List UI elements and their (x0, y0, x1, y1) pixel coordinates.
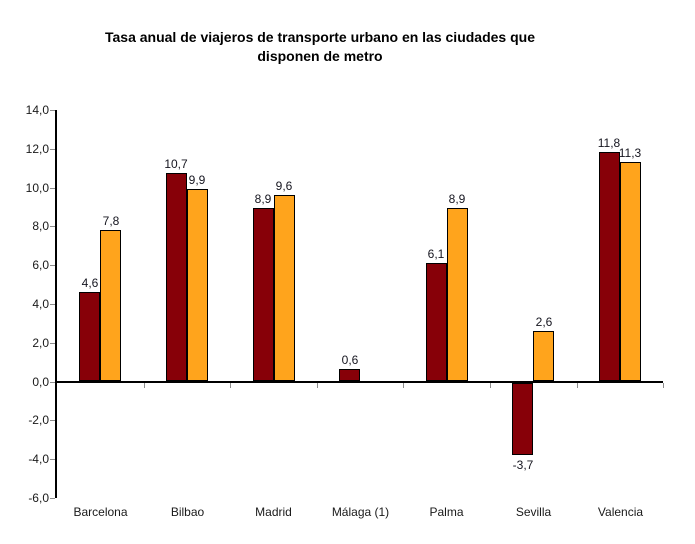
bar-serie-rojo-oscuro-Málaga (1) (339, 369, 360, 381)
x-axis-tick (490, 383, 491, 388)
x-axis-label: Madrid (255, 505, 292, 519)
value-label: 0,6 (341, 353, 359, 367)
y-axis-tick (50, 304, 55, 305)
x-axis-tick (403, 383, 404, 388)
y-axis-label: 6,0 (32, 258, 49, 272)
chart-title-line2: disponen de metro (257, 48, 383, 64)
bar-serie-rojo-oscuro-Madrid (253, 208, 274, 381)
value-label: -3,7 (512, 458, 534, 472)
y-axis-label: 8,0 (32, 219, 49, 233)
bar-serie-rojo-oscuro-Bilbao (166, 173, 187, 381)
y-axis-label: 2,0 (32, 336, 49, 350)
x-axis-label: Valencia (597, 505, 644, 519)
bar-serie-rojo-oscuro-Palma (426, 263, 447, 381)
y-axis-label: -6,0 (28, 491, 49, 505)
y-axis-line (55, 110, 57, 498)
x-axis-tick (577, 383, 578, 388)
y-axis-tick (50, 188, 55, 189)
x-axis-label: Sevilla (515, 505, 552, 519)
y-axis-label: 4,0 (32, 297, 49, 311)
value-label: 7,8 (102, 214, 120, 228)
chart-title-line1: Tasa anual de viajeros de transporte urb… (105, 29, 535, 45)
value-label: 9,6 (275, 179, 293, 193)
value-label: 11,8 (597, 136, 621, 150)
y-axis-label: -4,0 (28, 452, 49, 466)
y-axis-tick (50, 382, 55, 383)
y-axis-tick (50, 265, 55, 266)
x-axis-label: Barcelona (73, 505, 128, 519)
bar-serie-naranja-Sevilla (533, 331, 554, 381)
bar-serie-rojo-oscuro-Sevilla (512, 383, 533, 455)
chart-title: Tasa anual de viajeros de transporte urb… (0, 28, 640, 66)
bar-serie-rojo-oscuro-Valencia (599, 152, 620, 381)
bar-serie-naranja-Valencia (620, 162, 641, 381)
x-axis-tick (317, 383, 318, 388)
y-axis-label: 10,0 (25, 181, 49, 195)
x-axis-tick (230, 383, 231, 388)
value-label: 9,9 (188, 173, 206, 187)
x-axis-label: Bilbao (170, 505, 205, 519)
x-axis-label: Palma (429, 505, 464, 519)
x-axis-line (57, 381, 663, 383)
bar-serie-naranja-Madrid (274, 195, 295, 381)
bar-serie-naranja-Palma (447, 208, 468, 381)
value-label: 11,3 (618, 146, 642, 160)
value-label: 10,7 (164, 157, 188, 171)
bar-serie-naranja-Barcelona (100, 230, 121, 381)
x-axis-tick (663, 383, 664, 388)
x-axis-tick (144, 383, 145, 388)
y-axis-tick (50, 498, 55, 499)
y-axis-tick (50, 459, 55, 460)
value-label: 2,6 (535, 315, 553, 329)
value-label: 4,6 (81, 276, 99, 290)
y-axis-tick (50, 420, 55, 421)
bar-serie-naranja-Bilbao (187, 189, 208, 381)
value-label: 8,9 (254, 192, 272, 206)
x-axis-label: Málaga (1) (331, 505, 390, 519)
value-label: 6,1 (427, 247, 445, 261)
y-axis-tick (50, 343, 55, 344)
y-axis-label: 14,0 (25, 103, 49, 117)
value-label: 8,9 (448, 192, 466, 206)
y-axis-tick (50, 110, 55, 111)
y-axis-label: 12,0 (25, 142, 49, 156)
y-axis-tick (50, 149, 55, 150)
bar-serie-rojo-oscuro-Barcelona (79, 292, 100, 381)
y-axis-tick (50, 226, 55, 227)
y-axis-label: 0,0 (32, 375, 49, 389)
y-axis-label: -2,0 (28, 413, 49, 427)
